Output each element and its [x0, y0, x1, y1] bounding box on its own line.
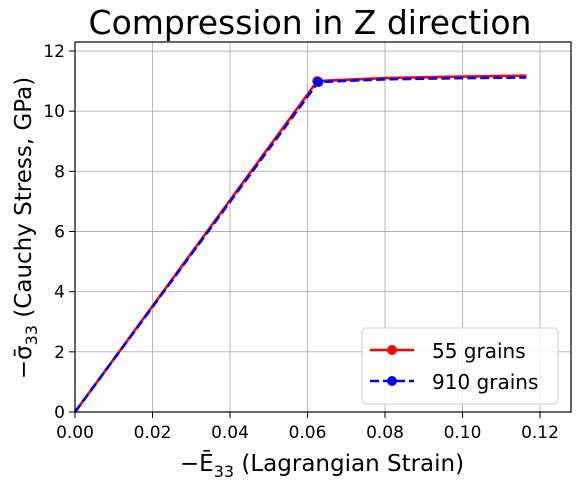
legend-marker-910-grains [387, 376, 397, 386]
y-axis-label-sub: 33 [22, 325, 41, 345]
plot-frame [74, 41, 572, 413]
series-layer [73, 74, 527, 413]
series-marker-1 [313, 77, 324, 88]
y-tick-label: 8 [54, 162, 65, 182]
y-tick-label: 4 [54, 283, 65, 303]
y-tick-label: 12 [43, 42, 65, 62]
x-axis-label-sub: 33 [214, 462, 234, 481]
x-tick-label: 0.06 [289, 423, 327, 443]
x-tick-label: 0.12 [521, 423, 559, 443]
y-tick-label: 0 [54, 403, 65, 423]
x-tick-label: 0.08 [366, 423, 404, 443]
x-axis-label-main: −Ē [180, 450, 214, 477]
legend-label-910-grains: 910 grains [432, 370, 538, 394]
x-tick-label: 0.10 [444, 423, 482, 443]
x-axis-label-rest: (Lagrangian Strain) [234, 451, 464, 477]
legend-label-55-grains: 55 grains [432, 339, 526, 363]
legend-box [361, 327, 559, 405]
legend-marker-55-grains [387, 345, 397, 355]
y-axis-label-rest: (Cauchy Stress, GPa) [11, 77, 37, 325]
x-tick-label: 0.00 [56, 423, 94, 443]
legend: 55 grains 910 grains [361, 327, 559, 405]
grid [74, 42, 571, 413]
x-tick-label: 0.02 [134, 423, 172, 443]
chart-title: Compression in Z direction [89, 3, 532, 42]
x-axis-label: −Ē33 (Lagrangian Strain) [180, 450, 464, 481]
y-tick-label: 10 [43, 102, 65, 122]
ticks: 0.00 0.02 0.04 0.06 0.08 0.10 0.12 0 2 4 6 8 10 12 [43, 42, 559, 443]
y-axis-label-main: −σ̄ [11, 345, 37, 379]
y-tick-label: 6 [54, 223, 65, 243]
y-tick-label: 2 [54, 343, 65, 363]
x-tick-label: 0.04 [211, 423, 249, 443]
series-line-1 [73, 76, 527, 413]
y-axis-label: −σ̄33 (Cauchy Stress, GPa) [11, 77, 41, 379]
